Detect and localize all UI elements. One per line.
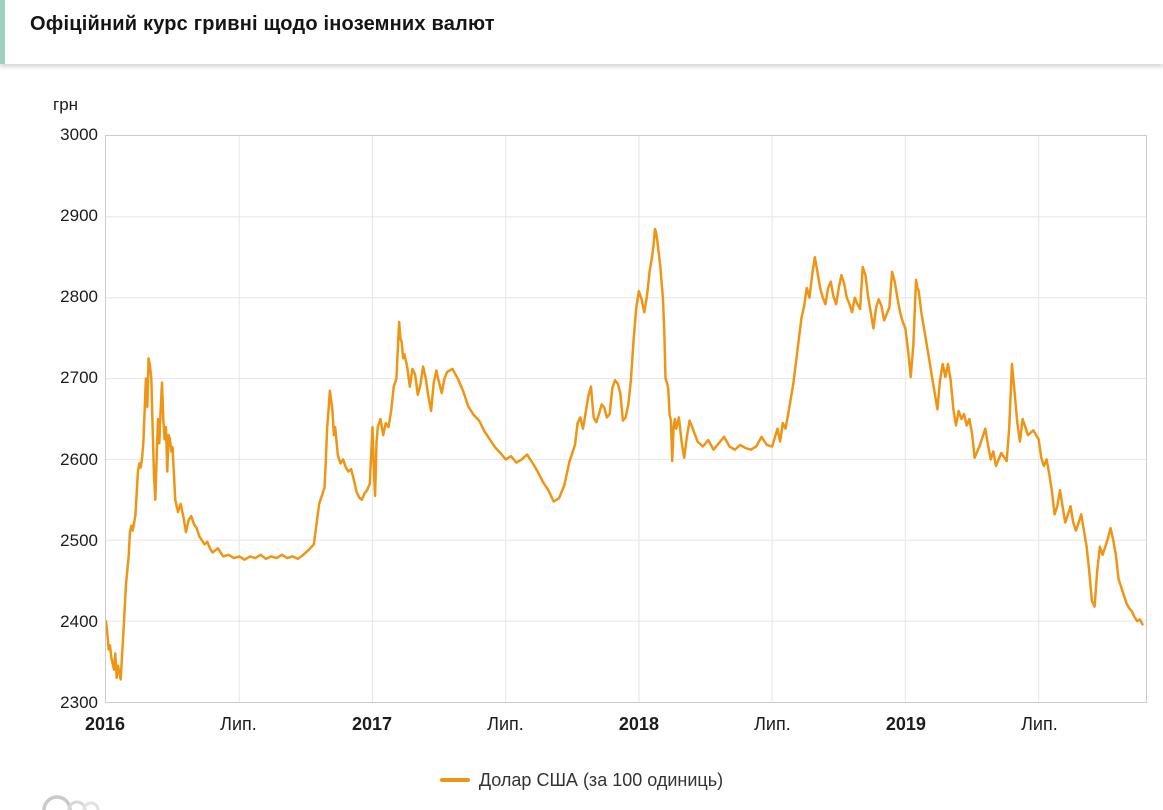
x-tick-label: 2019 bbox=[885, 714, 926, 734]
x-tick-label: 2016 bbox=[84, 714, 126, 734]
plot-area[interactable] bbox=[105, 135, 1147, 703]
legend-line-swatch bbox=[439, 778, 470, 782]
y-tick-label: 2600 bbox=[60, 449, 98, 469]
card-header: Офіційний курс гривні щодо іноземних вал… bbox=[0, 0, 1163, 64]
y-tick-label: 2700 bbox=[60, 368, 98, 388]
header-accent-bar bbox=[0, 0, 5, 64]
plot-canvas[interactable] bbox=[106, 136, 1146, 702]
legend: Долар США (за 100 одиниць) bbox=[0, 767, 1163, 793]
exchange-rate-chart: грн 3000 2900 2800 2700 2600 2500 2400 2300 201… bbox=[0, 64, 1163, 810]
x-tick-label: Лип. bbox=[220, 714, 257, 734]
x-tick-label: 2018 bbox=[618, 714, 659, 734]
x-tick-label: Лип. bbox=[487, 714, 524, 734]
y-axis-unit-label: грн bbox=[53, 95, 79, 114]
y-tick-label: 2900 bbox=[60, 206, 98, 226]
legend-label: Долар США (за 100 одиниць) bbox=[478, 769, 724, 790]
legend-item-usd[interactable]: Долар США (за 100 одиниць) bbox=[439, 769, 724, 791]
y-tick-label: 2400 bbox=[60, 611, 98, 631]
x-tick-label: Лип. bbox=[754, 714, 791, 734]
page-title: Офіційний курс гривні щодо іноземних вал… bbox=[30, 13, 495, 35]
y-tick-label: 3000 bbox=[60, 125, 98, 144]
y-tick-label: 2500 bbox=[60, 530, 98, 550]
watermark-logo bbox=[42, 795, 100, 810]
series-line-usd[interactable] bbox=[106, 227, 1144, 681]
x-tick-label: Лип. bbox=[1021, 714, 1058, 734]
x-tick-label: 2017 bbox=[351, 714, 392, 734]
y-tick-label: 2300 bbox=[60, 693, 98, 712]
y-tick-label: 2800 bbox=[60, 287, 98, 307]
